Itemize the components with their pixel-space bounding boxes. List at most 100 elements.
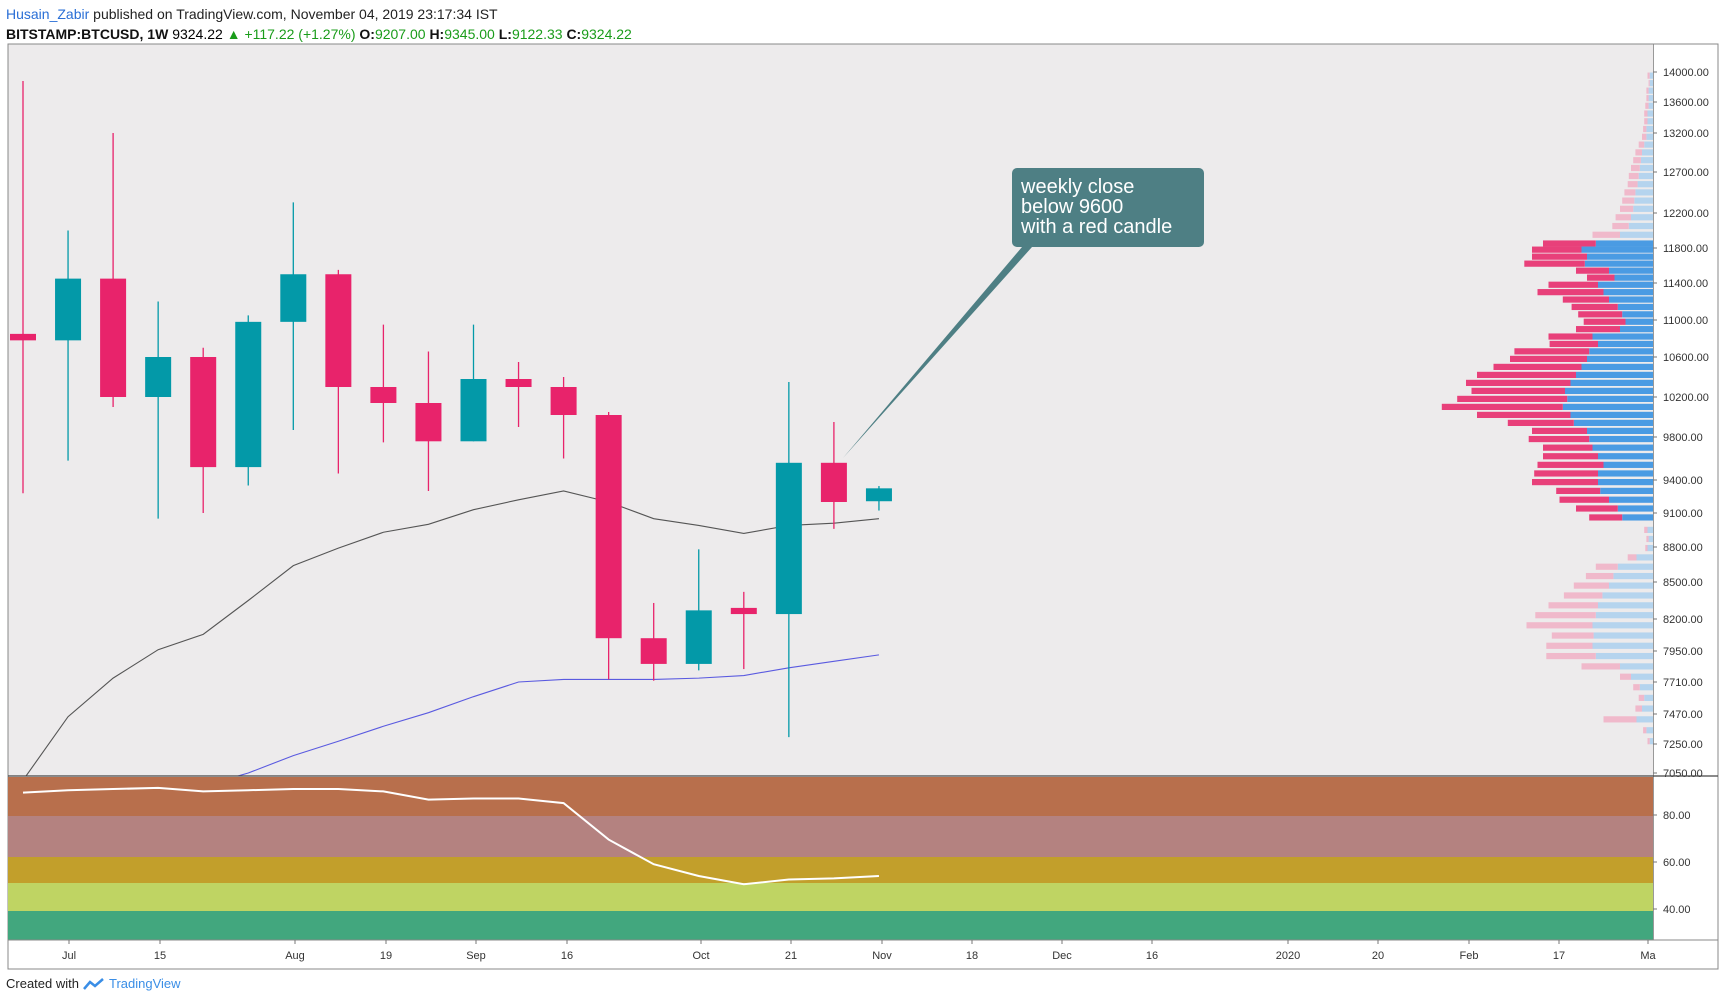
open-label: O: [359,26,375,42]
vp-down-bar [1633,684,1640,691]
time-tick-label: Aug [285,950,305,962]
vp-down-bar [1615,214,1631,221]
vp-up-bar [1620,663,1653,670]
candle [415,351,442,491]
vp-down-bar [1573,582,1609,589]
vp-up-bar [1642,705,1653,712]
candle-body [595,415,622,639]
vp-up-bar [1600,487,1653,494]
vp-up-bar [1570,411,1653,418]
candle [55,230,82,461]
vp-up-bar [1631,214,1653,221]
vp-up-bar [1649,738,1653,745]
vp-up-bar [1598,479,1653,486]
vp-down-bar [1644,118,1648,125]
vp-up-bar [1644,141,1653,148]
vp-up-bar [1592,333,1653,340]
price-tick-label: 8200.00 [1663,614,1703,626]
vp-up-bar [1642,149,1653,156]
time-axis: Jul 15 Aug 19 Sep 16 Oct 21 Nov 18 Dec 16 2020 20 Feb 1… [8,939,1718,962]
vp-up-bar [1598,340,1653,348]
vp-up-bar [1637,181,1653,188]
price-tick-label: 12700.00 [1663,167,1709,179]
ema-line [25,490,880,776]
callout-text-line: weekly close [1020,176,1134,198]
candle [505,362,532,427]
author-link[interactable]: Husain_Zabir [6,6,90,22]
candle-body [10,333,36,341]
vp-down-bar [1644,110,1648,117]
rsi-band [8,816,1653,857]
vp-up-bar [1648,102,1653,109]
close-label: C: [566,26,582,42]
footer: Created with TradingView [6,976,181,991]
rsi-tick-label: 60.00 [1663,857,1691,869]
vp-up-bar [1646,133,1653,140]
candle-body [820,462,847,502]
vp-down-bar [1638,694,1645,701]
vp-up-bar [1592,642,1653,649]
candle-body [775,462,802,615]
time-tick-label: 16 [1146,950,1158,962]
price-tick-label: 7950.00 [1663,646,1703,658]
vp-up-bar [1614,274,1653,281]
created-with-text: Created with [6,976,79,991]
vp-up-bar [1636,716,1653,723]
vp-down-bar [1633,157,1641,164]
vp-down-bar [1537,289,1604,296]
vp-down-bar [1628,172,1639,180]
low-value: 9122.33 [511,26,563,42]
vp-down-bar [1646,87,1649,94]
publish-line: Husain_Zabir published on TradingView.co… [6,4,1706,24]
vp-up-bar [1622,514,1653,521]
vp-down-bar [1642,133,1647,140]
vp-up-bar [1603,461,1653,468]
low-label: L: [498,26,512,42]
vp-up-bar [1584,260,1653,267]
vp-up-bar [1613,572,1653,580]
vp-down-bar [1477,411,1571,418]
vp-down-bar [1622,197,1635,204]
vp-up-bar [1573,419,1653,426]
vp-down-bar [1548,281,1598,288]
vp-down-bar [1526,622,1593,629]
vp-up-bar [1587,253,1653,260]
vp-down-bar [1532,253,1587,260]
candle [685,549,712,671]
vp-up-bar [1617,505,1653,512]
moving-averages [25,490,880,776]
vp-down-bar [1638,141,1645,148]
time-tick-label: Dec [1052,950,1072,962]
candle [145,301,172,519]
vp-up-bar [1595,652,1653,660]
vp-down-bar [1645,544,1648,552]
vp-down-bar [1627,554,1637,561]
chart-header: Husain_Zabir published on TradingView.co… [6,4,1706,44]
high-value: 9345.00 [444,26,495,42]
vp-down-bar [1548,602,1598,609]
price-tick-label: 11000.00 [1663,315,1708,327]
time-tick-label: 16 [561,950,573,962]
vp-up-bar [1634,197,1653,204]
vp-up-bar [1581,246,1653,253]
candle [280,202,307,430]
vp-up-bar [1639,164,1653,172]
vp-down-bar [1647,72,1650,79]
vp-down-bar [1532,427,1587,434]
vp-up-bar [1562,403,1653,410]
vp-down-bar [1576,505,1618,512]
tradingview-brand[interactable]: TradingView [108,976,181,991]
vp-down-bar [1546,642,1593,649]
time-tick-label: Sep [466,950,486,962]
vp-down-bar [1493,363,1582,370]
vp-down-bar [1576,267,1609,274]
vp-down-bar [1627,181,1638,188]
vp-down-bar [1556,487,1601,494]
callout-box [1012,168,1204,247]
vp-down-bar [1457,395,1568,402]
vp-down-bar [1595,563,1618,570]
rsi-tick-label: 40.00 [1663,904,1691,916]
vp-down-bar [1524,260,1585,267]
up-arrow-icon: ▲ [226,26,241,42]
